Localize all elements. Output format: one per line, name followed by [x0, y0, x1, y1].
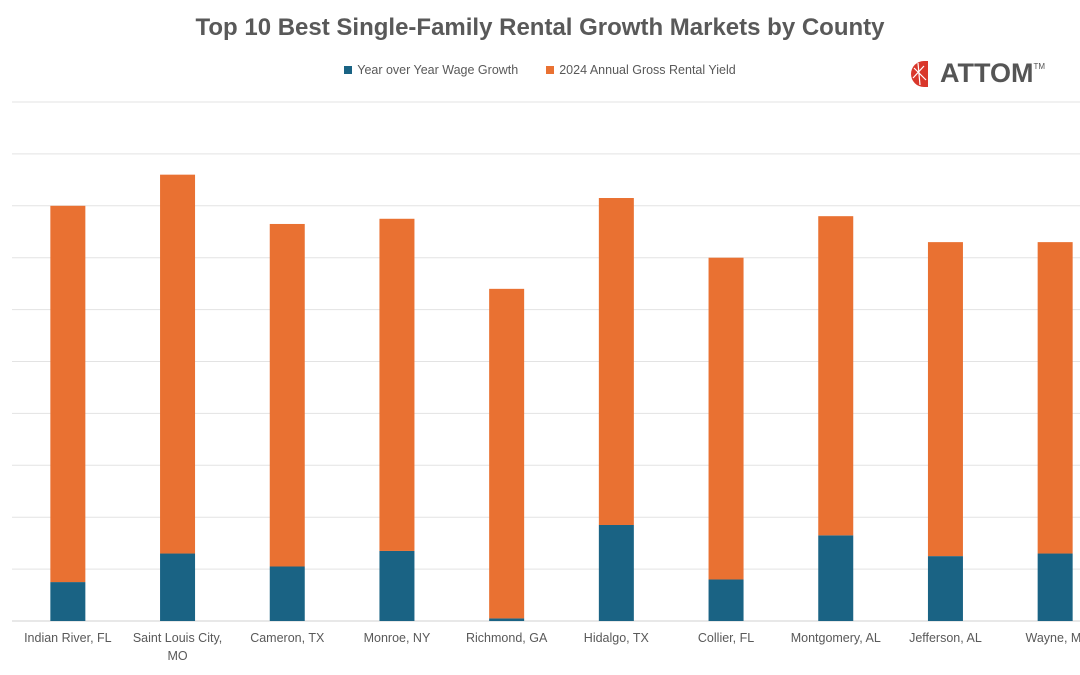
x-tick-label: Cameron, TX	[250, 631, 325, 645]
x-tick-label: Wayne, MI	[1026, 631, 1080, 645]
logo-text: ATTOM	[940, 58, 1034, 88]
legend-label: 2024 Annual Gross Rental Yield	[559, 63, 736, 77]
bar-rental-yield	[927, 242, 963, 557]
attom-logo: ATTOM TM	[910, 58, 1045, 89]
bar-rental-yield	[269, 223, 305, 567]
x-tick-label: Monroe, NY	[364, 631, 431, 645]
bar-rental-yield	[160, 174, 196, 554]
legend-label: Year over Year Wage Growth	[357, 63, 519, 77]
x-tick-label: Richmond, GA	[466, 631, 548, 645]
bar-wage-growth	[379, 550, 415, 621]
bar-wage-growth	[269, 566, 305, 621]
bar-wage-growth	[489, 618, 525, 621]
bar-wage-growth	[818, 535, 854, 621]
bar-rental-yield	[379, 218, 415, 551]
bar-wage-growth	[50, 582, 86, 621]
x-tick-label: Saint Louis City, MO	[133, 631, 222, 663]
bar-rental-yield	[818, 216, 854, 536]
x-tick-label: Jefferson, AL	[909, 631, 982, 645]
bar-wage-growth	[1037, 553, 1073, 621]
bar-wage-growth	[160, 553, 196, 621]
bar-rental-yield	[489, 288, 525, 619]
bar-wage-growth	[927, 556, 963, 621]
logo-tm: TM	[1033, 62, 1046, 71]
x-tick-label: Collier, FL	[698, 631, 754, 645]
chart-title: Top 10 Best Single-Family Rental Growth …	[195, 14, 885, 41]
legend: Year over Year Wage Growth 2024 Annual G…	[0, 63, 1080, 77]
bar-rental-yield	[1037, 242, 1073, 554]
bar-rental-yield	[598, 198, 634, 525]
x-tick-label: Montgomery, AL	[791, 631, 881, 645]
bar-wage-growth	[708, 579, 744, 621]
legend-swatch	[344, 66, 353, 74]
x-tick-label: Hidalgo, TX	[584, 631, 650, 645]
legend-item-wage-growth: Year over Year Wage Growth	[344, 63, 518, 77]
bar-rental-yield	[708, 257, 744, 580]
bar-rental-yield	[50, 205, 86, 583]
bar-wage-growth	[598, 524, 634, 621]
x-tick-label: Indian River, FL	[24, 631, 112, 645]
logo-globe-icon	[911, 60, 928, 87]
legend-swatch	[546, 66, 555, 74]
legend-item-rental-yield: 2024 Annual Gross Rental Yield	[546, 63, 736, 77]
